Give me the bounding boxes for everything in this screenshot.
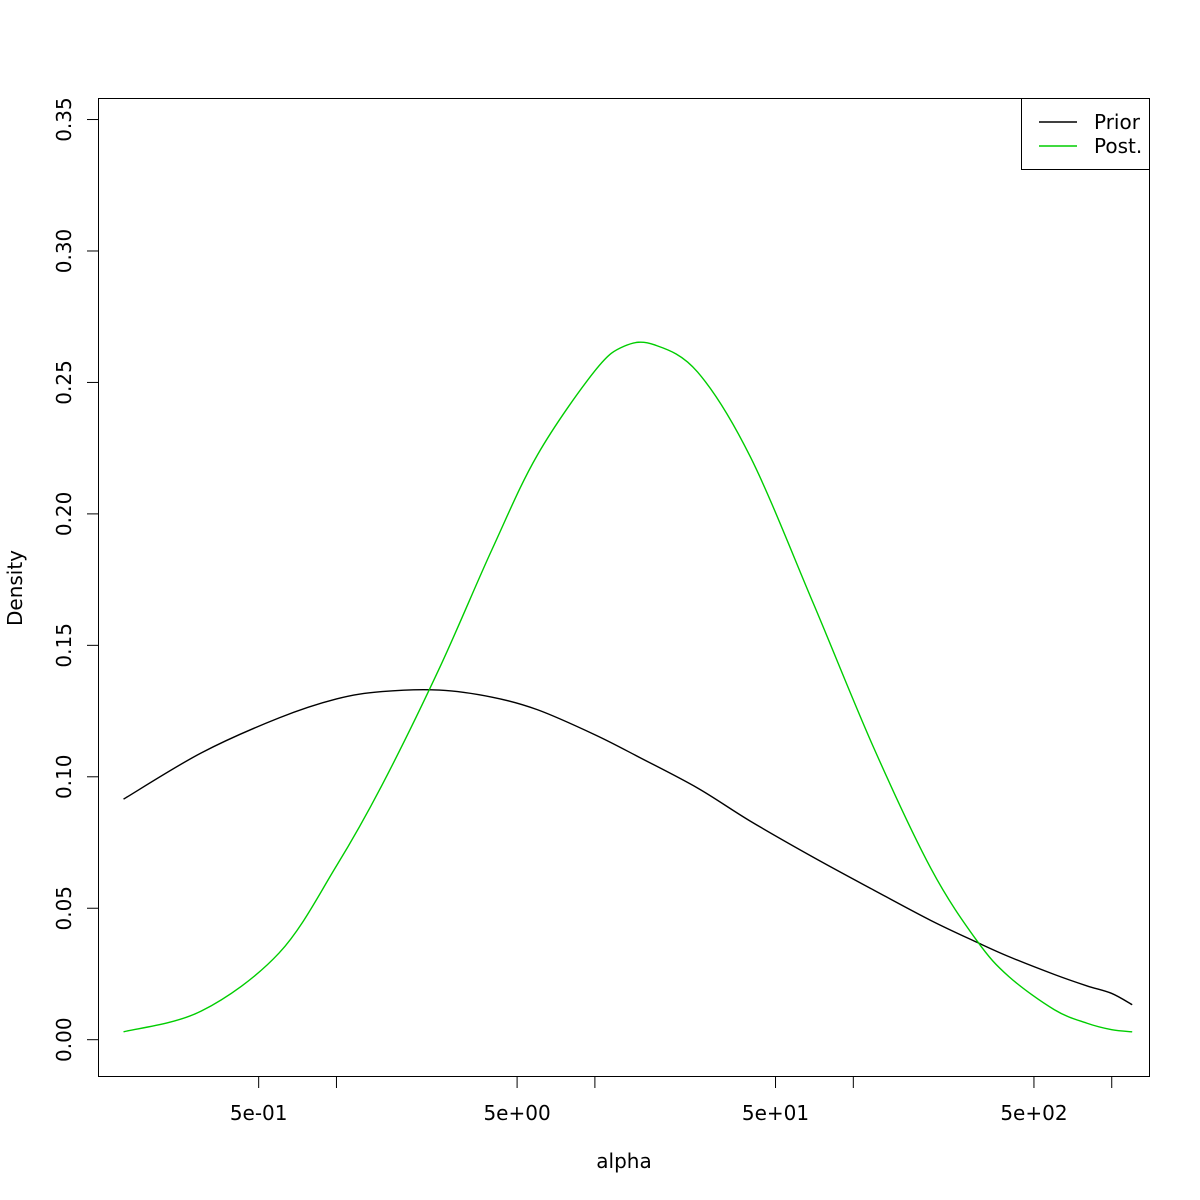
y-tick-label: 0.15: [52, 623, 76, 668]
y-tick-label: 0.10: [52, 755, 76, 800]
x-axis-label: alpha: [596, 1149, 651, 1173]
y-tick-label: 0.00: [52, 1017, 76, 1062]
y-axis-label: Density: [3, 550, 27, 626]
legend-box: [1021, 98, 1150, 170]
legend-label: Post.: [1094, 134, 1142, 158]
y-tick-label: 0.25: [52, 360, 76, 405]
y-tick-label: 0.20: [52, 492, 76, 537]
series-line-prior: [123, 688, 1133, 1006]
x-tick-label: 5e+01: [742, 1101, 809, 1125]
y-axis: 0.00 0.05 0.10 0.15 0.20 0.25 0.30 0.35: [52, 97, 99, 1062]
y-tick-label: 0.30: [52, 229, 76, 274]
x-tick-label: 5e-01: [230, 1101, 288, 1125]
series-line-post: [123, 341, 1133, 1033]
y-tick-label: 0.35: [52, 97, 76, 142]
legend-label: Prior: [1094, 110, 1141, 134]
series-layer: [123, 341, 1133, 1033]
y-tick-label: 0.05: [52, 886, 76, 931]
x-tick-label: 5e+02: [1000, 1101, 1067, 1125]
x-axis: 5e-01 5e+00 5e+01 5e+02: [230, 1076, 1113, 1125]
x-tick-label: 5e+00: [483, 1101, 550, 1125]
